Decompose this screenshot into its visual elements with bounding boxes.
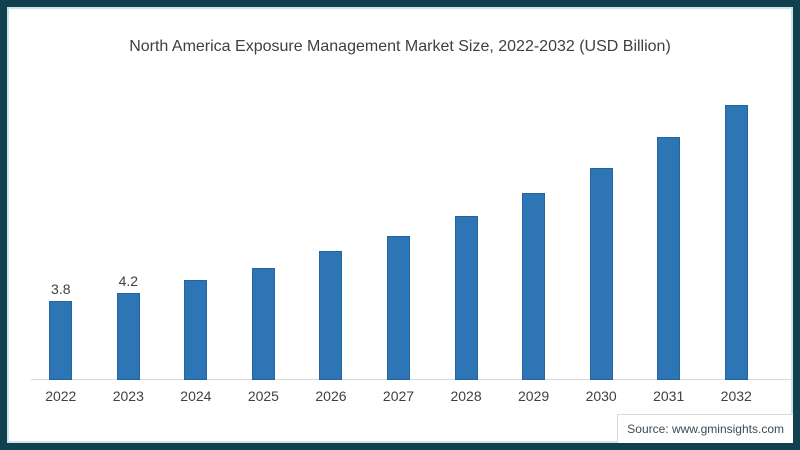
bar-slot-2025 bbox=[230, 70, 298, 380]
x-tick-label-2030: 2030 bbox=[585, 388, 617, 404]
x-tick-label-2023: 2023 bbox=[112, 388, 144, 404]
bar-slot-2024 bbox=[162, 70, 230, 380]
x-tick-label-2027: 2027 bbox=[382, 388, 415, 404]
bar-2027 bbox=[387, 236, 410, 380]
bar-2022 bbox=[49, 301, 73, 380]
bar-slot-2032 bbox=[702, 70, 770, 380]
bar-slot-2029 bbox=[500, 70, 568, 380]
bar-2028 bbox=[454, 216, 478, 380]
chart-title: North America Exposure Management Market… bbox=[129, 38, 671, 55]
bar-slot-2027 bbox=[365, 70, 433, 380]
bar-2030 bbox=[589, 168, 613, 380]
bar-2031 bbox=[657, 137, 681, 380]
bar-slot-2026 bbox=[297, 70, 365, 380]
x-axis-labels: 2022 2023 2024 2025 2026 2027 2028 2029 2030 2031… bbox=[27, 388, 770, 404]
bars-row: 3.8 4.2 bbox=[27, 70, 770, 380]
bar-2032 bbox=[724, 105, 748, 380]
bar-slot-2031 bbox=[635, 70, 703, 380]
bar-2026 bbox=[319, 251, 343, 380]
bar-2023 bbox=[116, 293, 140, 380]
bar-value-label-2023: 4.2 bbox=[118, 272, 139, 289]
bar-slot-2022: 3.8 bbox=[27, 70, 95, 380]
x-tick-label-2026: 2026 bbox=[315, 388, 347, 404]
x-tick-label-2032: 2032 bbox=[720, 388, 752, 404]
source-note: Source: www.gminsights.com bbox=[617, 414, 793, 443]
bar-2024 bbox=[184, 280, 208, 380]
bar-slot-2023: 4.2 bbox=[95, 70, 163, 380]
x-tick-label-2024: 2024 bbox=[180, 388, 212, 404]
x-tick-label-2031: 2031 bbox=[653, 388, 685, 404]
bar-2025 bbox=[251, 268, 275, 380]
x-tick-label-2022: 2022 bbox=[45, 388, 77, 404]
bar-slot-2030 bbox=[567, 70, 635, 380]
bar-value-label-2022: 3.8 bbox=[51, 280, 71, 297]
bar-slot-2028 bbox=[432, 70, 500, 380]
x-tick-label-2025: 2025 bbox=[247, 388, 279, 404]
x-axis-line bbox=[31, 379, 791, 380]
bar-2029 bbox=[522, 193, 546, 380]
x-tick-label-2029: 2029 bbox=[518, 388, 550, 404]
source-text: Source: www.gminsights.com bbox=[627, 422, 784, 436]
x-tick-label-2028: 2028 bbox=[450, 388, 482, 404]
